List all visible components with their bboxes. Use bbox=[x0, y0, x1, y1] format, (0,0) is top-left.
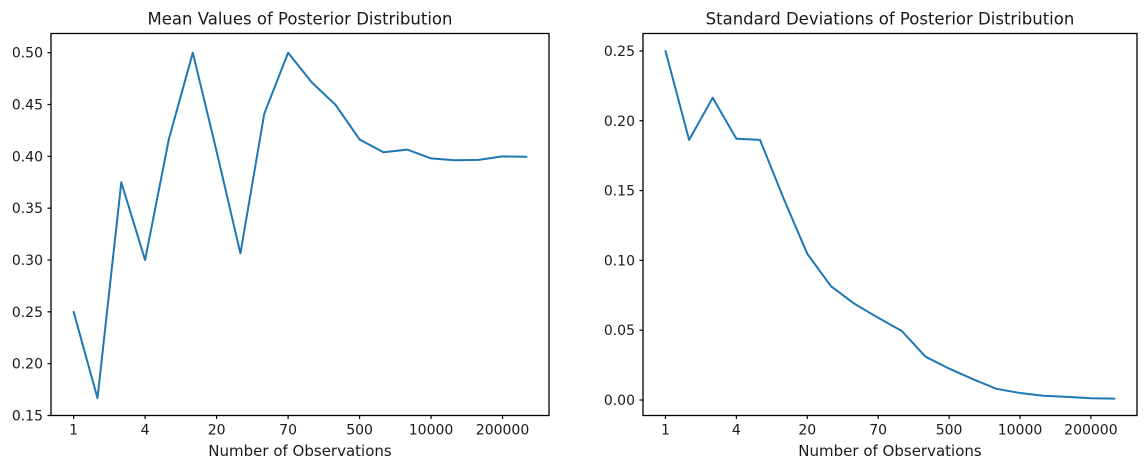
x-tick-label: 200000 bbox=[476, 423, 529, 439]
chart-posterior-means: 0.15 0.20 0.25 0.30 0.35 0.40 0.45 0.50 1 4 20 70 50… bbox=[12, 10, 550, 460]
plot-frame bbox=[642, 32, 1138, 417]
y-tick-label: 0.30 bbox=[12, 253, 43, 269]
y-tick-label: 0.45 bbox=[12, 98, 43, 114]
mean-values-line bbox=[72, 51, 528, 400]
std-devs-line bbox=[664, 50, 1116, 400]
y-tick-label: 0.20 bbox=[12, 357, 43, 373]
y-tick-label: 0.00 bbox=[604, 393, 635, 409]
chart-title: Mean Values of Posterior Distribution bbox=[148, 10, 453, 29]
y-tick-label: 0.50 bbox=[12, 46, 43, 62]
plot-frame bbox=[50, 32, 550, 417]
x-tick-label: 500 bbox=[936, 423, 963, 439]
y-tick-label: 0.35 bbox=[12, 201, 43, 217]
x-tick-label: 200000 bbox=[1064, 423, 1117, 439]
chart-posterior-stds: 0.00 0.05 0.10 0.15 0.20 0.25 1 4 20 70 500 10000 20… bbox=[573, 0, 1145, 471]
x-tick-label: 70 bbox=[279, 423, 297, 439]
x-tick-label: 20 bbox=[798, 423, 816, 439]
y-tick-label: 0.40 bbox=[12, 149, 43, 165]
x-tick-label: 20 bbox=[208, 423, 226, 439]
y-tick-label: 0.10 bbox=[604, 253, 635, 269]
x-tick-label: 1 bbox=[69, 423, 78, 439]
y-tick-label: 0.20 bbox=[604, 114, 635, 130]
x-tick-label: 4 bbox=[732, 423, 741, 439]
posterior-means-plot: 0.15 0.20 0.25 0.30 0.35 0.40 0.45 0.50 1 4 20 70 50… bbox=[12, 10, 550, 460]
x-tick-label: 10000 bbox=[998, 423, 1043, 439]
y-tick-label: 0.25 bbox=[604, 44, 635, 60]
x-tick-label: 4 bbox=[141, 423, 150, 439]
x-tick-label: 10000 bbox=[409, 423, 454, 439]
y-tick-label: 0.15 bbox=[12, 409, 43, 425]
y-tick-label: 0.25 bbox=[12, 305, 43, 321]
posterior-stds-plot: 0.00 0.05 0.10 0.15 0.20 0.25 1 4 20 70 500 10000 20… bbox=[604, 10, 1138, 460]
chart-title: Standard Deviations of Posterior Distrib… bbox=[706, 10, 1075, 29]
x-tick-label: 1 bbox=[661, 423, 670, 439]
y-tick-label: 0.15 bbox=[604, 184, 635, 200]
y-tick-label: 0.05 bbox=[604, 323, 635, 339]
x-tick-label: 70 bbox=[869, 423, 887, 439]
x-tick-label: 500 bbox=[346, 423, 373, 439]
x-axis-label: Number of Observations bbox=[798, 442, 982, 460]
x-axis-label: Number of Observations bbox=[208, 442, 392, 460]
